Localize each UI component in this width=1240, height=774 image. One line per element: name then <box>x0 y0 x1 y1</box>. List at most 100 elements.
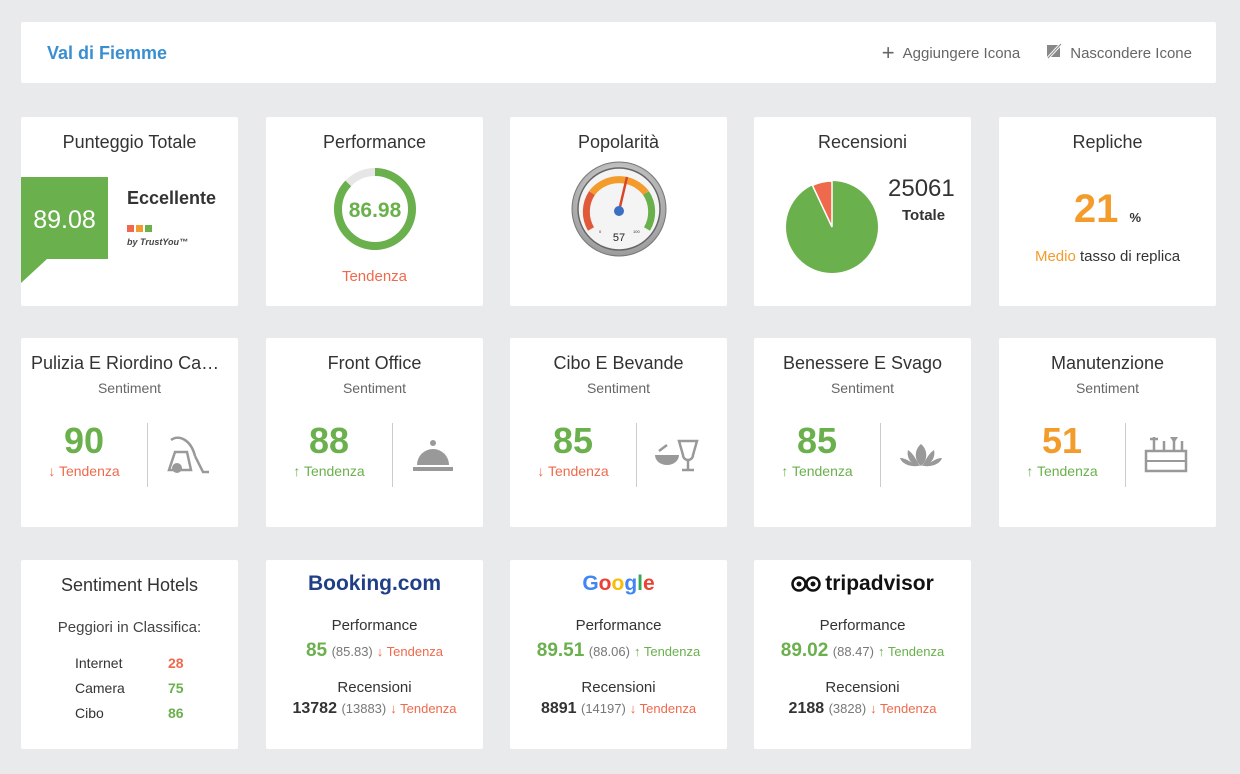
divider <box>147 423 148 487</box>
popularity-value: 57 <box>612 232 624 244</box>
performance-label: Performance <box>819 617 906 634</box>
google-logo: Google <box>582 572 655 595</box>
hide-icons-button[interactable]: Nascondere Icone <box>1046 42 1192 63</box>
score-rating: Eccellente <box>127 188 217 208</box>
add-icon-button[interactable]: + Aggiungere Icona <box>881 40 1021 65</box>
sentiment-hotels-card[interactable]: Sentiment Hotels Peggiori in Classifica:… <box>21 560 238 749</box>
bell-icon <box>403 428 463 482</box>
reply-rate: 21 % <box>999 187 1216 232</box>
hide-icon <box>1046 42 1063 63</box>
performance-label: Performance <box>331 617 418 634</box>
sentiment-trend: ↓ Tendenza <box>48 463 120 479</box>
sentiment-card[interactable]: Front Office Sentiment 88 ↑ Tendenza <box>266 338 483 527</box>
divider <box>880 423 881 487</box>
vacuum-icon <box>158 428 218 482</box>
sentiment-card[interactable]: Cibo E Bevande Sentiment 85 ↓ Tendenza <box>510 338 727 527</box>
location-title[interactable]: Val di Fiemme <box>47 43 168 63</box>
sentiment-trend: ↑ Tendenza <box>293 463 365 479</box>
performance-card[interactable]: Performance 86.98 Tendenza <box>266 117 483 306</box>
booking-logo: Booking.com <box>307 572 441 595</box>
table-row: Cibo 86 <box>75 704 184 721</box>
sentiment-card[interactable]: Manutenzione Sentiment 51 ↑ Tendenza <box>999 338 1216 527</box>
sentiment-trend: ↓ Tendenza <box>537 463 609 479</box>
card-title: Punteggio Totale <box>62 132 197 152</box>
sentiment-value: 88 <box>308 420 350 461</box>
reply-rate-value: 21 <box>1073 187 1119 231</box>
hotels-subtitle: Peggiori in Classifica: <box>57 619 202 636</box>
reviews-label: Recensioni <box>825 679 900 696</box>
reviews-pie-chart <box>786 180 878 273</box>
reply-rate-description: Medio tasso di replica <box>999 248 1216 265</box>
booking-card[interactable]: Booking.com Performance 85 (85.83) ↓ Tend… <box>266 560 483 749</box>
reviews-total-label: Totale <box>902 207 946 224</box>
card-subtitle: Sentiment <box>342 380 407 396</box>
performance-label: Performance <box>575 617 662 634</box>
card-title: Repliche <box>1072 132 1143 152</box>
performance-trend: Tendenza <box>341 268 408 285</box>
dashboard-header: Val di Fiemme + Aggiungere Icona Nascond… <box>21 22 1216 83</box>
add-icon-label: Aggiungere Icona <box>902 44 1021 62</box>
sentiment-value: 85 <box>552 420 594 461</box>
card-title: Popolarità <box>577 132 660 152</box>
tripadvisor-card[interactable]: tripadvisor Performance 89.02 (88.47) ↑ T… <box>754 560 971 749</box>
sentiment-trend: ↑ Tendenza <box>781 463 853 479</box>
performance-line: 89.02 (88.47) ↑ Tendenza <box>780 640 945 661</box>
reply-rate-unit: % <box>1129 210 1142 225</box>
header-actions: + Aggiungere Icona Nascondere Icone <box>881 40 1192 65</box>
reply-text: tasso di replica <box>1079 248 1181 265</box>
card-subtitle: Sentiment <box>586 380 651 396</box>
score-badge-tail <box>21 259 47 283</box>
owl-icon <box>791 576 821 592</box>
reply-level: Medio <box>1034 248 1076 265</box>
food-drink-icon <box>647 428 707 482</box>
trustyou-logo-icon <box>127 225 152 232</box>
google-card[interactable]: Google Performance 89.51 (88.06) ↑ Tenden… <box>510 560 727 749</box>
sentiment-value: 85 <box>796 420 838 461</box>
card-title: Recensioni <box>817 132 908 152</box>
card-title: Pulizia E Riordino Camere <box>31 353 238 373</box>
reviews-total-value: 25061 <box>888 175 955 202</box>
popularity-card[interactable]: Popolarità 0 100 57 <box>510 117 727 306</box>
performance-value: 86.98 <box>348 199 401 222</box>
reviews-line: 2188 (3828) ↓ Tendenza <box>788 700 937 717</box>
divider <box>392 423 393 487</box>
reviews-line: 8891 (14197) ↓ Tendenza <box>540 700 697 717</box>
card-subtitle: Sentiment <box>97 380 162 396</box>
tripadvisor-logo: tripadvisor <box>754 572 971 596</box>
card-title: Sentiment Hotels <box>60 575 199 595</box>
toolbox-icon <box>1136 428 1196 482</box>
table-row: Camera 75 <box>75 679 184 696</box>
card-title: Manutenzione <box>1050 353 1165 373</box>
performance-line: 89.51 (88.06) ↑ Tendenza <box>536 640 701 661</box>
reviews-label: Recensioni <box>337 679 412 696</box>
score-badge: 89.08 <box>21 177 108 259</box>
sentiment-value: 51 <box>1041 420 1083 461</box>
card-title: Front Office <box>327 353 422 373</box>
plus-icon: + <box>881 40 895 65</box>
reviews-line: 13782 (13883) ↓ Tendenza <box>292 700 457 717</box>
card-subtitle: Sentiment <box>1075 380 1140 396</box>
sentiment-card[interactable]: Pulizia E Riordino Camere Sentiment 90 ↓… <box>21 338 238 527</box>
card-title: Cibo E Bevande <box>553 353 684 373</box>
card-title: Benessere E Svago <box>782 353 943 373</box>
popularity-gauge-icon: 0 100 57 <box>510 157 727 262</box>
lotus-icon <box>891 428 951 482</box>
performance-line: 85 (85.83) ↓ Tendenza <box>305 640 444 661</box>
reviews-card[interactable]: Recensioni 25061 Totale <box>754 117 971 306</box>
performance-ring: 86.98 <box>266 157 483 262</box>
reviews-label: Recensioni <box>581 679 656 696</box>
card-title: Performance <box>322 132 427 152</box>
svg-text:100: 100 <box>633 229 640 234</box>
hide-icons-label: Nascondere Icone <box>1070 44 1192 62</box>
sentiment-trend: ↑ Tendenza <box>1026 463 1098 479</box>
hotels-table: Internet 28 Camera 75 Cibo 86 <box>75 650 184 725</box>
score-value: 89.08 <box>33 206 96 234</box>
sentiment-card[interactable]: Benessere E Svago Sentiment 85 ↑ Tendenz… <box>754 338 971 527</box>
divider <box>636 423 637 487</box>
total-score-card[interactable]: Punteggio Totale 89.08 Eccellente by Tru… <box>21 117 238 306</box>
trustyou-credit: by TrustYou™ <box>127 237 189 247</box>
card-subtitle: Sentiment <box>830 380 895 396</box>
sentiment-value: 90 <box>63 420 105 461</box>
replies-card[interactable]: Repliche 21 % Medio tasso di replica <box>999 117 1216 306</box>
divider <box>1125 423 1126 487</box>
